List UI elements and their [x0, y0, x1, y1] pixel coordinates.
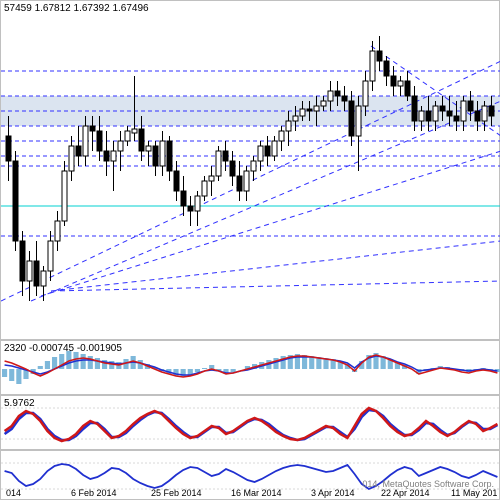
price-header: 57459 1.67812 1.67392 1.67496	[4, 3, 149, 14]
rsi-panel[interactable]: 014, MetaQuotes Software Corp. 014 6 Feb …	[0, 450, 500, 500]
x-axis-label: 25 Feb 2014	[151, 488, 202, 498]
x-axis-label: 11 May 201	[451, 488, 497, 498]
macd-panel[interactable]: 2320 -0.000745 -0.001905	[0, 340, 500, 395]
stoch-svg	[1, 396, 500, 451]
copyright-text: 014, MetaQuotes Software Corp.	[362, 479, 494, 489]
chart-container: 57459 1.67812 1.67392 1.67496 2320 -0.00…	[0, 0, 500, 500]
main-price-panel[interactable]: 57459 1.67812 1.67392 1.67496	[0, 0, 500, 340]
x-axis-label: 16 Mar 2014	[231, 488, 282, 498]
main-chart-svg	[1, 1, 500, 341]
macd-label: 2320 -0.000745 -0.001905	[4, 343, 122, 354]
x-axis-label: 3 Apr 2014	[311, 488, 355, 498]
x-axis-label: 22 Apr 2014	[381, 488, 430, 498]
stoch-label: 5.9762	[4, 398, 35, 409]
x-axis-label: 014	[6, 488, 21, 498]
stoch-panel[interactable]: 5.9762	[0, 395, 500, 450]
x-axis-label: 6 Feb 2014	[71, 488, 117, 498]
